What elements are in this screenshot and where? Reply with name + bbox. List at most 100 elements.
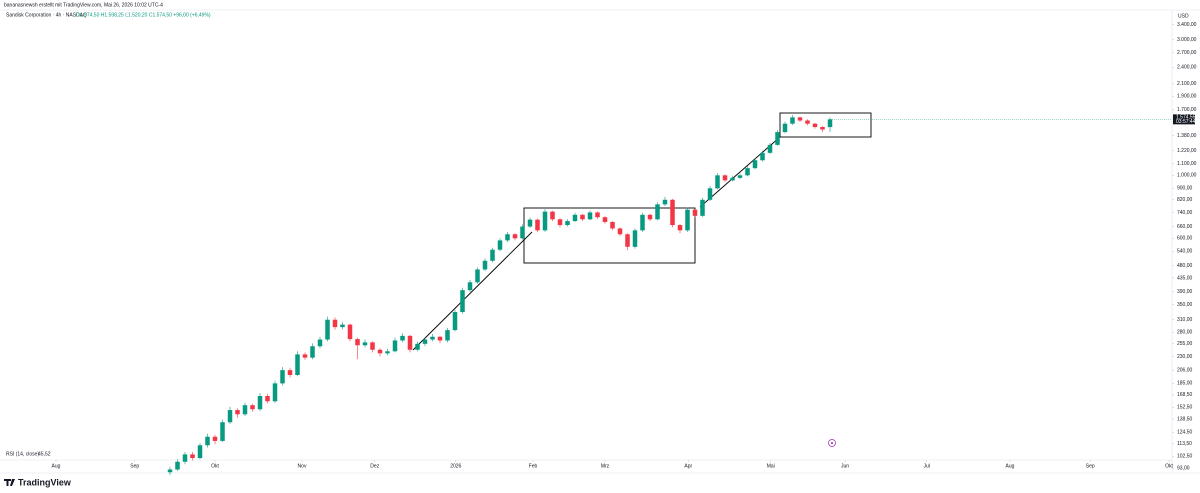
x-tick-label: Feb <box>529 463 538 469</box>
candle-body <box>415 343 420 350</box>
candle-body <box>280 370 285 384</box>
candle-body <box>190 454 195 459</box>
credit: bananasnewsh erstellt mit TradingView.co… <box>4 2 163 8</box>
x-tick-label: Dez <box>370 463 379 469</box>
y-tick-label: 900,00 <box>1177 186 1193 192</box>
candle-body <box>602 217 608 222</box>
y-tick-label: 102,50 <box>1177 454 1193 460</box>
event-icon-dot <box>831 442 833 444</box>
y-tick-label: 93,00 <box>1177 466 1190 472</box>
y-tick-label: 3.400,00 <box>1177 22 1197 28</box>
candle-body <box>452 312 458 331</box>
y-tick-label: 350,00 <box>1177 302 1193 308</box>
x-tick-label: Mai <box>767 463 775 469</box>
candle-body <box>812 123 818 127</box>
candle-body <box>400 335 405 341</box>
candle-body <box>820 126 825 130</box>
y-tick-label: 310,00 <box>1177 317 1193 323</box>
range-box <box>779 112 872 138</box>
y-tick-label: 1.000,00 <box>1177 173 1197 179</box>
candle-body <box>265 396 270 402</box>
y-tick-label: 435,00 <box>1177 275 1193 281</box>
candle-body <box>482 260 488 270</box>
candle-body <box>565 221 570 226</box>
candle-body <box>497 240 503 250</box>
candle-body <box>797 117 803 121</box>
y-tick-label: 1.380,00 <box>1177 133 1197 139</box>
y-tick-label: 255,00 <box>1177 341 1193 347</box>
candle-body <box>662 199 668 205</box>
candle-body <box>377 349 383 354</box>
candle-body <box>212 436 218 441</box>
candle-body <box>332 319 338 328</box>
candle-body <box>692 209 698 216</box>
candle-body <box>235 410 240 415</box>
y-tick-label: 230,00 <box>1177 354 1193 360</box>
y-tick-label: 113,50 <box>1177 441 1192 447</box>
y-tick-label: 206,00 <box>1177 367 1193 373</box>
candle-body <box>722 175 728 181</box>
candle-body <box>407 335 413 350</box>
candle-body <box>647 214 653 220</box>
y-tick-label: 3.000,00 <box>1177 37 1197 43</box>
y-tick-label: 124,50 <box>1177 430 1193 436</box>
candle-body <box>347 324 353 340</box>
indicator-label: RSI (14, close) <box>6 451 39 457</box>
candle-body <box>610 221 615 229</box>
candle-body <box>767 144 773 153</box>
candle-body <box>542 211 548 231</box>
candle-body <box>392 340 398 352</box>
candle-body <box>355 339 360 346</box>
candle-body <box>587 212 593 220</box>
candle-body <box>617 228 623 235</box>
y-tick-label: 480,00 <box>1177 263 1193 269</box>
x-tick-label: Aug <box>1006 463 1015 469</box>
chart-title: Sandisk Corporation · 4h · NASDAQ <box>6 12 87 18</box>
candle-body <box>512 234 518 239</box>
candle-body <box>422 339 428 344</box>
x-tick-label: Sep <box>1086 463 1095 469</box>
candle-body <box>205 436 210 446</box>
x-tick-label: Apr <box>684 463 692 469</box>
candle-body <box>550 211 555 220</box>
y-tick-label: 138,50 <box>1177 416 1193 422</box>
candle-body <box>670 199 675 226</box>
y-tick-label: 660,00 <box>1177 224 1193 230</box>
candle-body <box>685 209 690 231</box>
y-tick-label: 2.100,00 <box>1177 81 1197 87</box>
candle-body <box>730 177 735 181</box>
candle-body <box>257 396 263 410</box>
candle-body <box>175 461 180 470</box>
y-tick-label: 540,00 <box>1177 249 1193 255</box>
candle-body <box>640 214 645 231</box>
candle-body <box>437 336 443 341</box>
x-tick-label: Aug <box>52 463 61 469</box>
candle-body <box>385 351 390 354</box>
candle-body <box>475 269 480 283</box>
candle-body <box>340 324 345 328</box>
candle-body <box>445 330 450 341</box>
y-tick-label: 280,00 <box>1177 330 1193 336</box>
candle-body <box>325 319 330 340</box>
candle-body <box>310 346 315 358</box>
candle-body <box>775 132 780 145</box>
candle-body <box>505 234 510 241</box>
candle-body <box>295 354 300 376</box>
candle-body <box>737 175 743 178</box>
candle-body <box>287 370 293 376</box>
trendline <box>699 136 781 208</box>
y-tick-label: 1.900,00 <box>1177 94 1197 100</box>
candle-body <box>655 204 660 220</box>
candle-body <box>227 410 233 423</box>
candle-body <box>557 219 563 226</box>
candle-body <box>752 160 758 169</box>
trendline <box>412 231 533 351</box>
y-tick-label: 185,00 <box>1177 381 1193 387</box>
y-tick-label: 168,50 <box>1177 392 1193 398</box>
y-tick-label: 390,00 <box>1177 289 1193 295</box>
candle-body <box>535 219 540 231</box>
candle-body <box>317 339 323 347</box>
